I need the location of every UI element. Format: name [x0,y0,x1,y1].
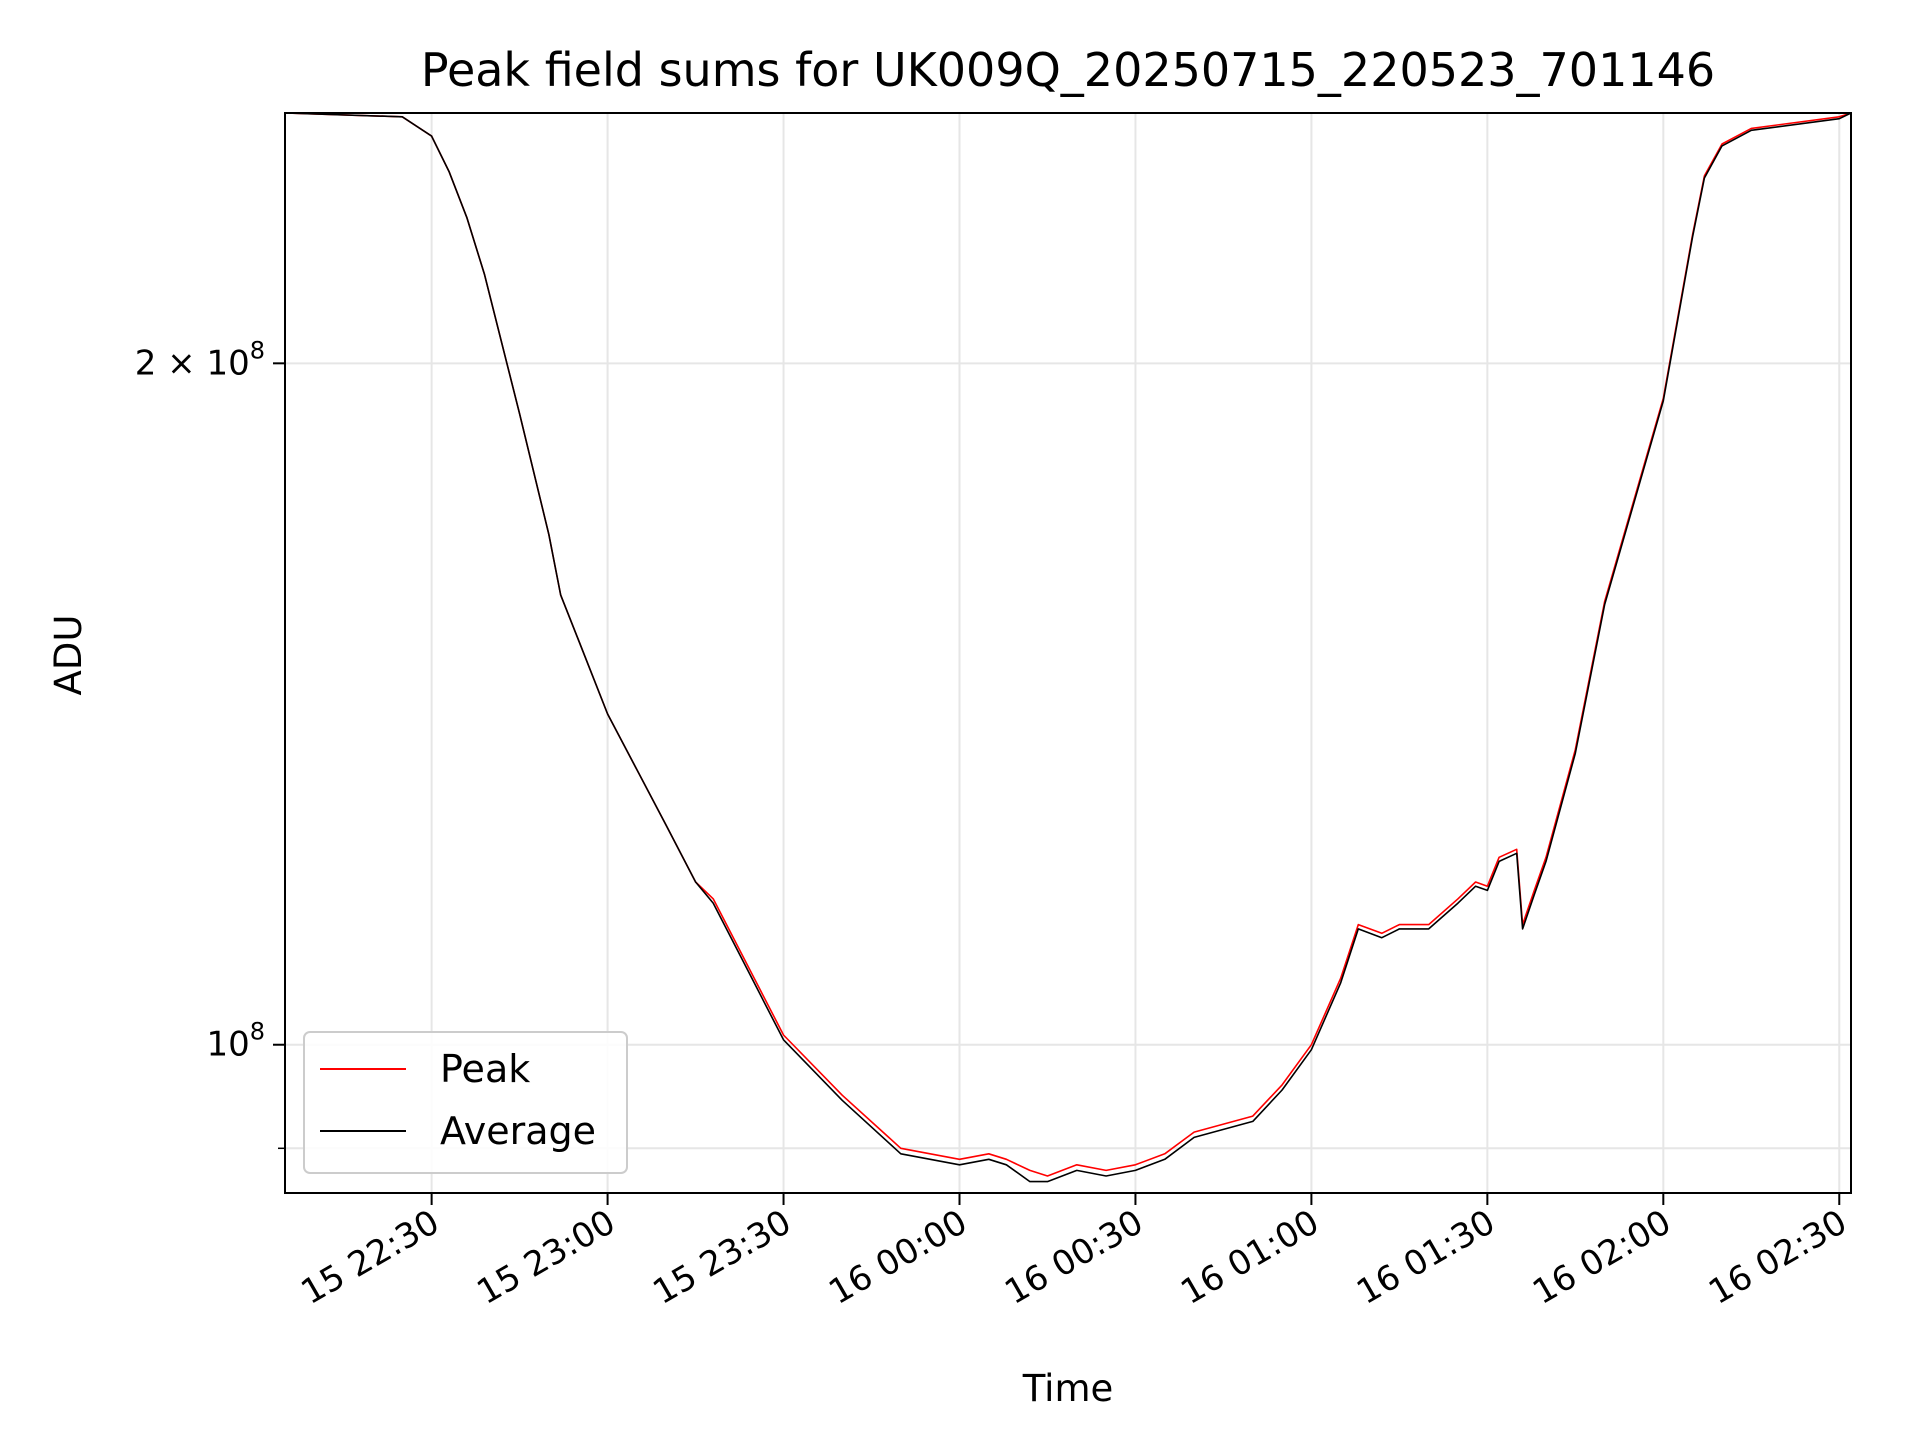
legend-label-average: Average [440,1109,596,1153]
chart-title: Peak field sums for UK009Q_20250715_2205… [421,43,1715,97]
y-axis-label: ADU [47,615,90,696]
y-tick-label: 108 [206,1018,265,1065]
series-line-average [284,112,1852,1183]
y-tick-label: 2 × 108 [135,336,265,383]
legend-frame [303,1031,628,1174]
legend: Peak Average [303,1031,628,1174]
y-tick-label-base: 10 [206,1025,249,1065]
series-layer [284,112,1852,1183]
grid [285,113,1851,1193]
plot-frame [284,112,1852,1194]
y-tick-label-base: 2 × 10 [135,343,250,383]
y-tick-label-exponent: 8 [250,1018,265,1046]
y-tick-label-exponent: 8 [250,336,265,364]
x-axis-label: Time [1022,1367,1114,1410]
legend-label-peak: Peak [440,1047,530,1091]
